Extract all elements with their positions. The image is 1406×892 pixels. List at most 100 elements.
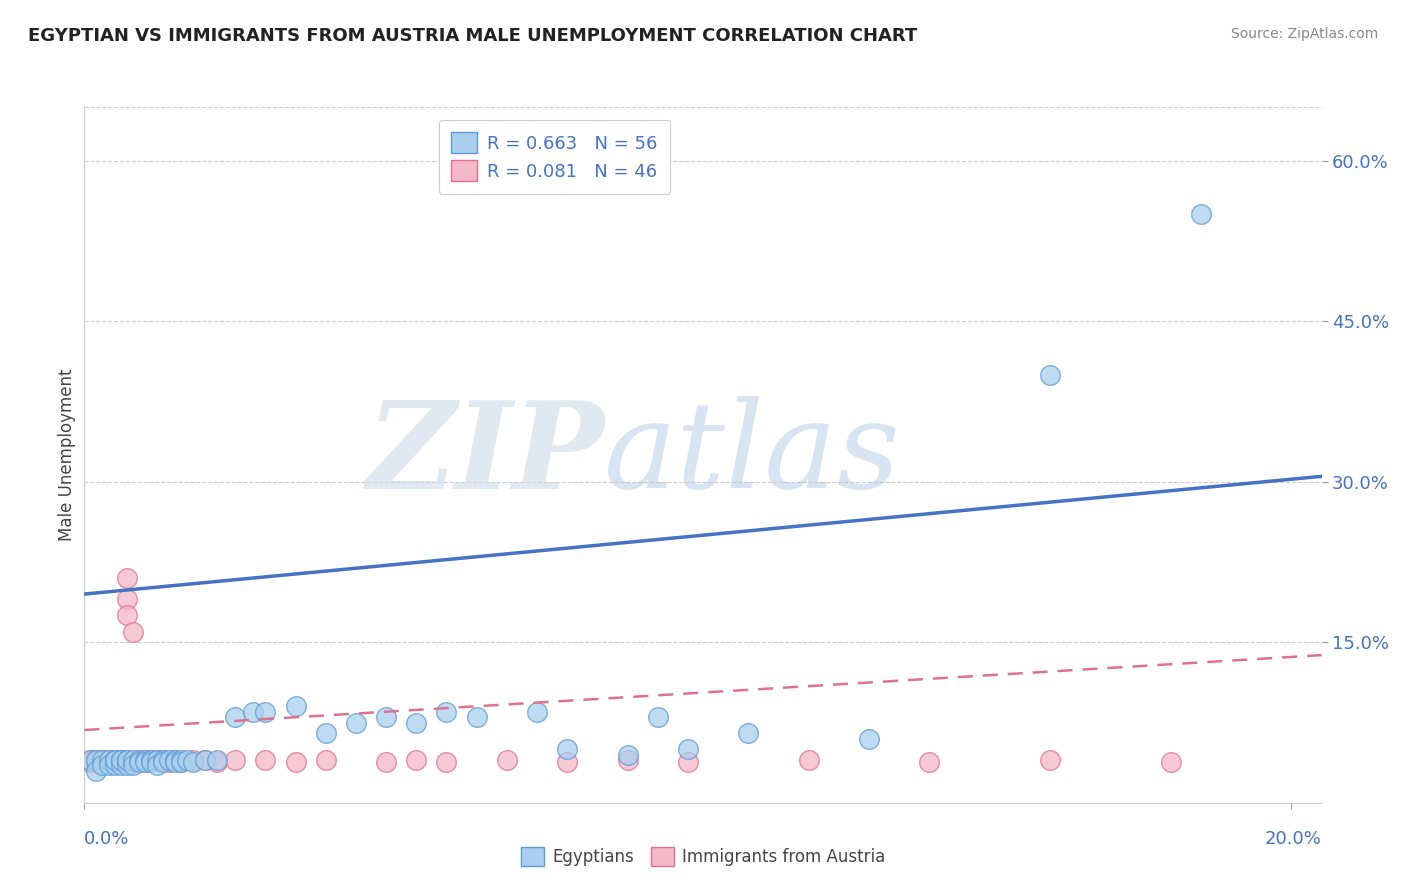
Point [103, 753, 125, 767]
Point [97, 758, 120, 772]
Point [110, 753, 132, 767]
Point [103, 753, 125, 767]
Point [139, 753, 162, 767]
Point [676, 755, 699, 769]
Point [284, 755, 307, 769]
Point [128, 755, 150, 769]
Point [375, 755, 398, 769]
Point [97, 755, 120, 769]
Text: 20.0%: 20.0% [1265, 830, 1322, 847]
Point [103, 755, 125, 769]
Point [205, 755, 228, 769]
Point [115, 592, 138, 607]
Point [436, 705, 458, 719]
Point [152, 753, 174, 767]
Point [170, 753, 193, 767]
Point [858, 731, 880, 746]
Point [1160, 755, 1182, 769]
Point [121, 624, 143, 639]
Point [110, 753, 132, 767]
Point [103, 758, 125, 772]
Text: 0.0%: 0.0% [84, 830, 129, 847]
Point [134, 753, 156, 767]
Point [170, 755, 193, 769]
Point [86, 764, 108, 778]
Point [254, 705, 277, 719]
Point [146, 753, 169, 767]
Point [242, 705, 264, 719]
Point [616, 753, 638, 767]
Text: Source: ZipAtlas.com: Source: ZipAtlas.com [1230, 27, 1378, 41]
Point [495, 753, 517, 767]
Point [146, 758, 169, 772]
Point [676, 742, 699, 756]
Point [375, 710, 398, 724]
Point [181, 755, 204, 769]
Point [405, 715, 427, 730]
Point [134, 755, 156, 769]
Point [110, 755, 132, 769]
Point [526, 705, 548, 719]
Point [157, 753, 180, 767]
Point [86, 753, 108, 767]
Point [91, 753, 114, 767]
Point [110, 753, 132, 767]
Point [157, 755, 180, 769]
Point [121, 753, 143, 767]
Text: atlas: atlas [605, 396, 901, 514]
Point [91, 758, 114, 772]
Point [224, 710, 246, 724]
Point [436, 755, 458, 769]
Legend: R = 0.663   N = 56, R = 0.081   N = 46: R = 0.663 N = 56, R = 0.081 N = 46 [439, 120, 671, 194]
Point [918, 755, 941, 769]
Point [152, 755, 174, 769]
Point [170, 755, 193, 769]
Point [1039, 753, 1062, 767]
Text: ZIP: ZIP [366, 396, 605, 514]
Point [110, 758, 132, 772]
Legend: Egyptians, Immigrants from Austria: Egyptians, Immigrants from Austria [513, 840, 893, 872]
Point [405, 753, 427, 767]
Point [205, 753, 228, 767]
Point [194, 753, 217, 767]
Point [134, 753, 156, 767]
Point [115, 758, 138, 772]
Point [181, 753, 204, 767]
Point [121, 758, 143, 772]
Point [86, 753, 108, 767]
Point [194, 753, 217, 767]
Point [1039, 368, 1062, 382]
Point [139, 753, 162, 767]
Point [79, 753, 101, 767]
Point [555, 742, 578, 756]
Point [555, 755, 578, 769]
Point [797, 753, 820, 767]
Point [97, 753, 120, 767]
Point [163, 753, 186, 767]
Point [146, 753, 169, 767]
Point [79, 753, 101, 767]
Point [134, 755, 156, 769]
Y-axis label: Male Unemployment: Male Unemployment [58, 368, 76, 541]
Point [315, 753, 337, 767]
Point [103, 755, 125, 769]
Point [224, 753, 246, 767]
Point [152, 753, 174, 767]
Point [344, 715, 367, 730]
Point [647, 710, 669, 724]
Point [79, 755, 101, 769]
Text: EGYPTIAN VS IMMIGRANTS FROM AUSTRIA MALE UNEMPLOYMENT CORRELATION CHART: EGYPTIAN VS IMMIGRANTS FROM AUSTRIA MALE… [28, 27, 917, 45]
Point [115, 571, 138, 585]
Point [128, 753, 150, 767]
Point [254, 753, 277, 767]
Point [139, 755, 162, 769]
Point [128, 753, 150, 767]
Point [163, 755, 186, 769]
Point [315, 726, 337, 740]
Point [115, 753, 138, 767]
Point [176, 753, 198, 767]
Point [465, 710, 488, 724]
Point [616, 747, 638, 762]
Point [121, 755, 143, 769]
Point [1189, 207, 1212, 221]
